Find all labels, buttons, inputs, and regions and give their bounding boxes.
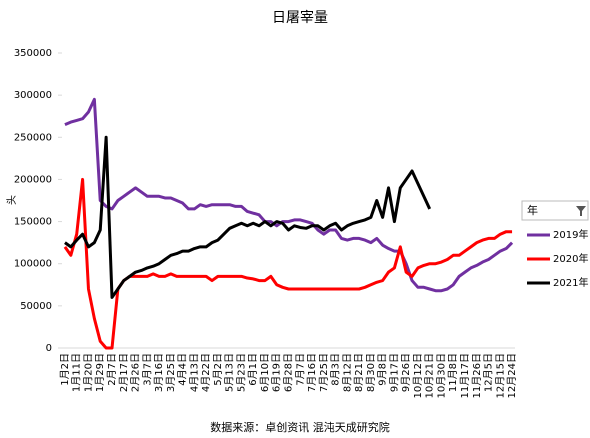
x-tick-label: 11月8日	[447, 353, 459, 392]
x-tick-label: 7月25日	[318, 353, 330, 392]
series-line	[64, 135, 432, 299]
x-tick-label: 9月26日	[400, 353, 412, 392]
x-tick-label: 12月15日	[494, 353, 506, 398]
x-tick-label: 6月28日	[283, 353, 295, 392]
legend-header[interactable]	[521, 200, 589, 221]
y-tick-label: 0	[46, 343, 52, 354]
x-tick-label: 8月3日	[330, 353, 342, 386]
x-tick-label: 6月19日	[271, 353, 283, 392]
x-tick-label: 8月21日	[353, 353, 365, 392]
x-tick-label: 8月12日	[341, 353, 353, 392]
x-tick-label: 10月21日	[424, 353, 436, 398]
series-line	[64, 97, 514, 293]
x-tick-label: 1月20日	[82, 353, 94, 392]
x-tick-label: 5月23日	[235, 353, 247, 392]
x-tick-label: 3月7日	[141, 353, 153, 386]
x-tick-label: 4月13日	[188, 353, 200, 392]
x-tick-label: 2月7日	[106, 353, 118, 386]
x-tick-label: 9月17日	[388, 353, 400, 392]
x-tick-label: 2月17日	[118, 353, 130, 392]
y-axis-label: 头	[6, 195, 18, 205]
x-tick-label: 12月24日	[506, 353, 518, 398]
x-tick-label: 4月4日	[177, 353, 189, 386]
x-tick-label: 1月2日	[59, 353, 71, 386]
x-tick-label: 6月10日	[259, 353, 271, 392]
x-tick-label: 11月26日	[471, 353, 483, 398]
x-tick-label: 6月1日	[247, 353, 259, 386]
x-tick-label: 12月5日	[483, 353, 495, 392]
x-tick-label: 7月16日	[306, 353, 318, 392]
y-tick-label: 350000	[14, 48, 52, 59]
x-tick-label: 2月26日	[130, 353, 142, 392]
y-tick-label: 100000	[14, 259, 52, 270]
y-tick-label: 300000	[14, 90, 52, 101]
legend-label: 2020年	[553, 252, 588, 265]
x-tick-label: 1月11日	[71, 353, 83, 392]
x-tick-label: 4月22日	[200, 353, 212, 392]
y-tick-label: 150000	[14, 217, 52, 228]
x-tick-label: 7月7日	[294, 353, 306, 386]
source-note: 数据来源：卓创资讯 混沌天成研究院	[210, 420, 390, 434]
legend-label: 2021年	[553, 276, 588, 289]
x-tick-label: 8月30日	[365, 353, 377, 392]
x-tick-label: 5月2日	[212, 353, 224, 386]
x-tick-label: 10月12日	[412, 353, 424, 398]
chart-title: 日屠宰量	[272, 10, 328, 26]
y-tick-label: 50000	[20, 301, 52, 312]
legend-title: 年	[527, 203, 538, 217]
series-line	[63, 177, 513, 350]
x-tick-label: 1月29日	[94, 353, 106, 392]
x-tick-label: 5月13日	[224, 353, 236, 392]
x-tick-label: 11月17日	[459, 353, 471, 398]
y-tick-label: 200000	[14, 174, 52, 185]
filter-icon[interactable]	[576, 206, 586, 216]
x-tick-label: 3月25日	[165, 353, 177, 392]
x-tick-label: 3月16日	[153, 353, 165, 392]
x-tick-label: 10月30日	[435, 353, 447, 398]
x-tick-label: 9月8日	[377, 353, 389, 386]
legend-label: 2019年	[553, 228, 588, 241]
y-tick-label: 250000	[14, 132, 52, 143]
